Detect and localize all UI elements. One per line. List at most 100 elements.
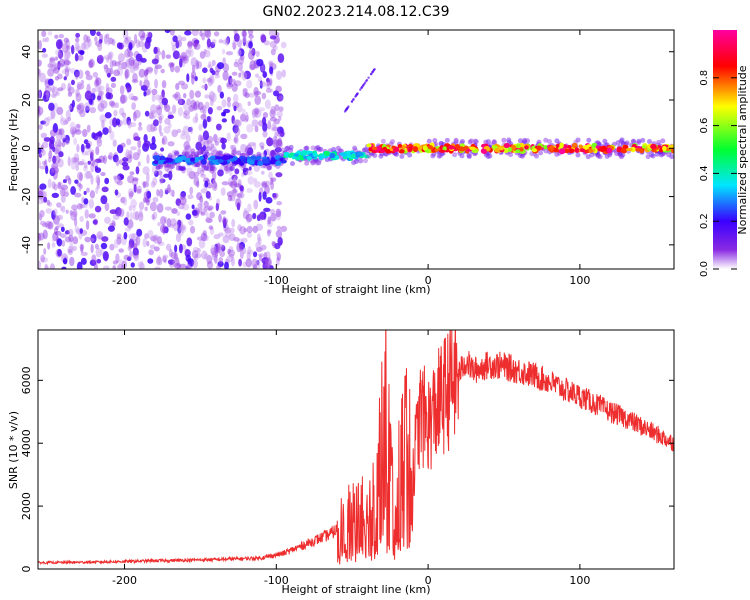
heatmap-cell — [192, 116, 199, 124]
heatmap-cell — [280, 225, 288, 232]
heatmap-cell — [135, 39, 141, 49]
heatmap-cell — [165, 243, 172, 251]
heatmap-cell — [169, 189, 174, 197]
heatmap-cell — [198, 134, 203, 144]
heatmap-cell — [179, 224, 187, 233]
heatmap-cell — [109, 67, 114, 75]
heatmap-cell — [112, 154, 119, 163]
heatmap-cell — [89, 30, 96, 37]
heatmap-cell — [120, 94, 128, 104]
heatmap-cell — [128, 193, 133, 200]
heatmap-cell — [169, 62, 175, 73]
heatmap-cell — [175, 198, 182, 206]
heatmap-cell — [276, 93, 284, 102]
heatmap-cell — [375, 145, 382, 152]
heatmap-cell — [112, 265, 116, 269]
heatmap-cell — [254, 125, 259, 133]
heatmap-cell — [268, 264, 274, 269]
heatmap-cell — [350, 153, 356, 159]
heatmap-cell — [110, 82, 117, 89]
heatmap-cell — [240, 133, 248, 140]
heatmap-cell — [210, 98, 214, 106]
heatmap-cell — [206, 77, 213, 83]
heatmap-cell — [113, 109, 118, 117]
heatmap-cell — [171, 207, 178, 215]
heatmap-cell — [100, 172, 106, 177]
heatmap-cell — [45, 79, 49, 85]
heatmap-cell — [221, 181, 229, 186]
heatmap-cell — [180, 191, 187, 198]
heatmap-cell — [254, 109, 262, 118]
heatmap-cell — [202, 230, 207, 237]
heatmap-cell — [203, 200, 209, 208]
heatmap-cell — [153, 246, 160, 252]
heatmap-cell — [278, 95, 284, 101]
heatmap-cell — [452, 152, 458, 158]
heatmap-cell — [217, 169, 224, 177]
heatmap-cell — [114, 175, 120, 180]
heatmap-cell — [136, 185, 142, 193]
heatmap-cell — [269, 66, 274, 75]
heatmap-cell — [232, 124, 239, 134]
heatmap-cell — [222, 57, 226, 65]
heatmap-cell — [71, 204, 78, 211]
heatmap-cell — [95, 187, 99, 195]
heatmap-cell — [242, 210, 250, 220]
heatmap-cell — [253, 141, 257, 151]
heatmap-cell — [154, 78, 158, 89]
heatmap-cell — [156, 236, 163, 245]
heatmap-cell — [76, 261, 83, 269]
heatmap-cell — [54, 34, 59, 39]
heatmap-cell — [123, 254, 130, 261]
heatmap-cell — [63, 60, 72, 66]
heatmap-cell — [86, 35, 91, 43]
heatmap-cell — [112, 260, 118, 265]
heatmap-cell — [50, 166, 59, 174]
heatmap-cell — [187, 257, 191, 265]
heatmap-cell — [67, 245, 74, 256]
heatmap-cell — [222, 63, 230, 73]
heatmap-cell — [651, 149, 657, 153]
heatmap-cell — [245, 111, 249, 121]
heatmap-cell — [391, 145, 396, 149]
heatmap-cell — [202, 104, 207, 115]
heatmap-cell — [210, 244, 217, 254]
heatmap-cell — [168, 170, 173, 181]
heatmap-cell — [51, 242, 56, 248]
heatmap-cell — [209, 227, 215, 236]
heatmap-cell — [62, 137, 66, 143]
heatmap-cell — [52, 122, 58, 133]
heatmap-cell — [339, 152, 346, 156]
heatmap-cell — [519, 147, 524, 152]
heatmap-cell — [145, 66, 154, 72]
heatmap-cell — [258, 253, 265, 258]
heatmap-cell — [111, 219, 116, 226]
heatmap-cell — [280, 41, 287, 49]
heatmap-cell — [264, 259, 272, 268]
heatmap-cell — [119, 94, 126, 105]
heatmap-cell — [189, 225, 196, 234]
heatmap-cell — [132, 63, 140, 71]
heatmap-cell — [159, 174, 164, 185]
heatmap-cell — [135, 166, 140, 175]
heatmap-cell — [167, 141, 175, 147]
heatmap-cell — [116, 144, 124, 154]
heatmap-cell — [185, 265, 190, 269]
heatmap-cell — [144, 40, 151, 50]
heatmap-cell — [128, 205, 133, 212]
heatmap-cell — [112, 139, 117, 147]
heatmap-cell — [156, 188, 160, 197]
heatmap-cell — [61, 266, 67, 269]
heatmap-cell — [248, 30, 254, 36]
heatmap-cell — [163, 173, 170, 178]
heatmap-cell — [101, 236, 109, 242]
heatmap-cell — [141, 32, 146, 39]
heatmap-cell — [262, 116, 267, 126]
heatmap-cell — [158, 188, 164, 198]
heatmap-cell — [65, 38, 71, 49]
heatmap-cell — [91, 132, 96, 139]
heatmap-cell — [63, 57, 70, 68]
heatmap-cell — [47, 68, 55, 77]
heatmap-cell — [155, 94, 161, 101]
heatmap-cell — [245, 114, 249, 122]
